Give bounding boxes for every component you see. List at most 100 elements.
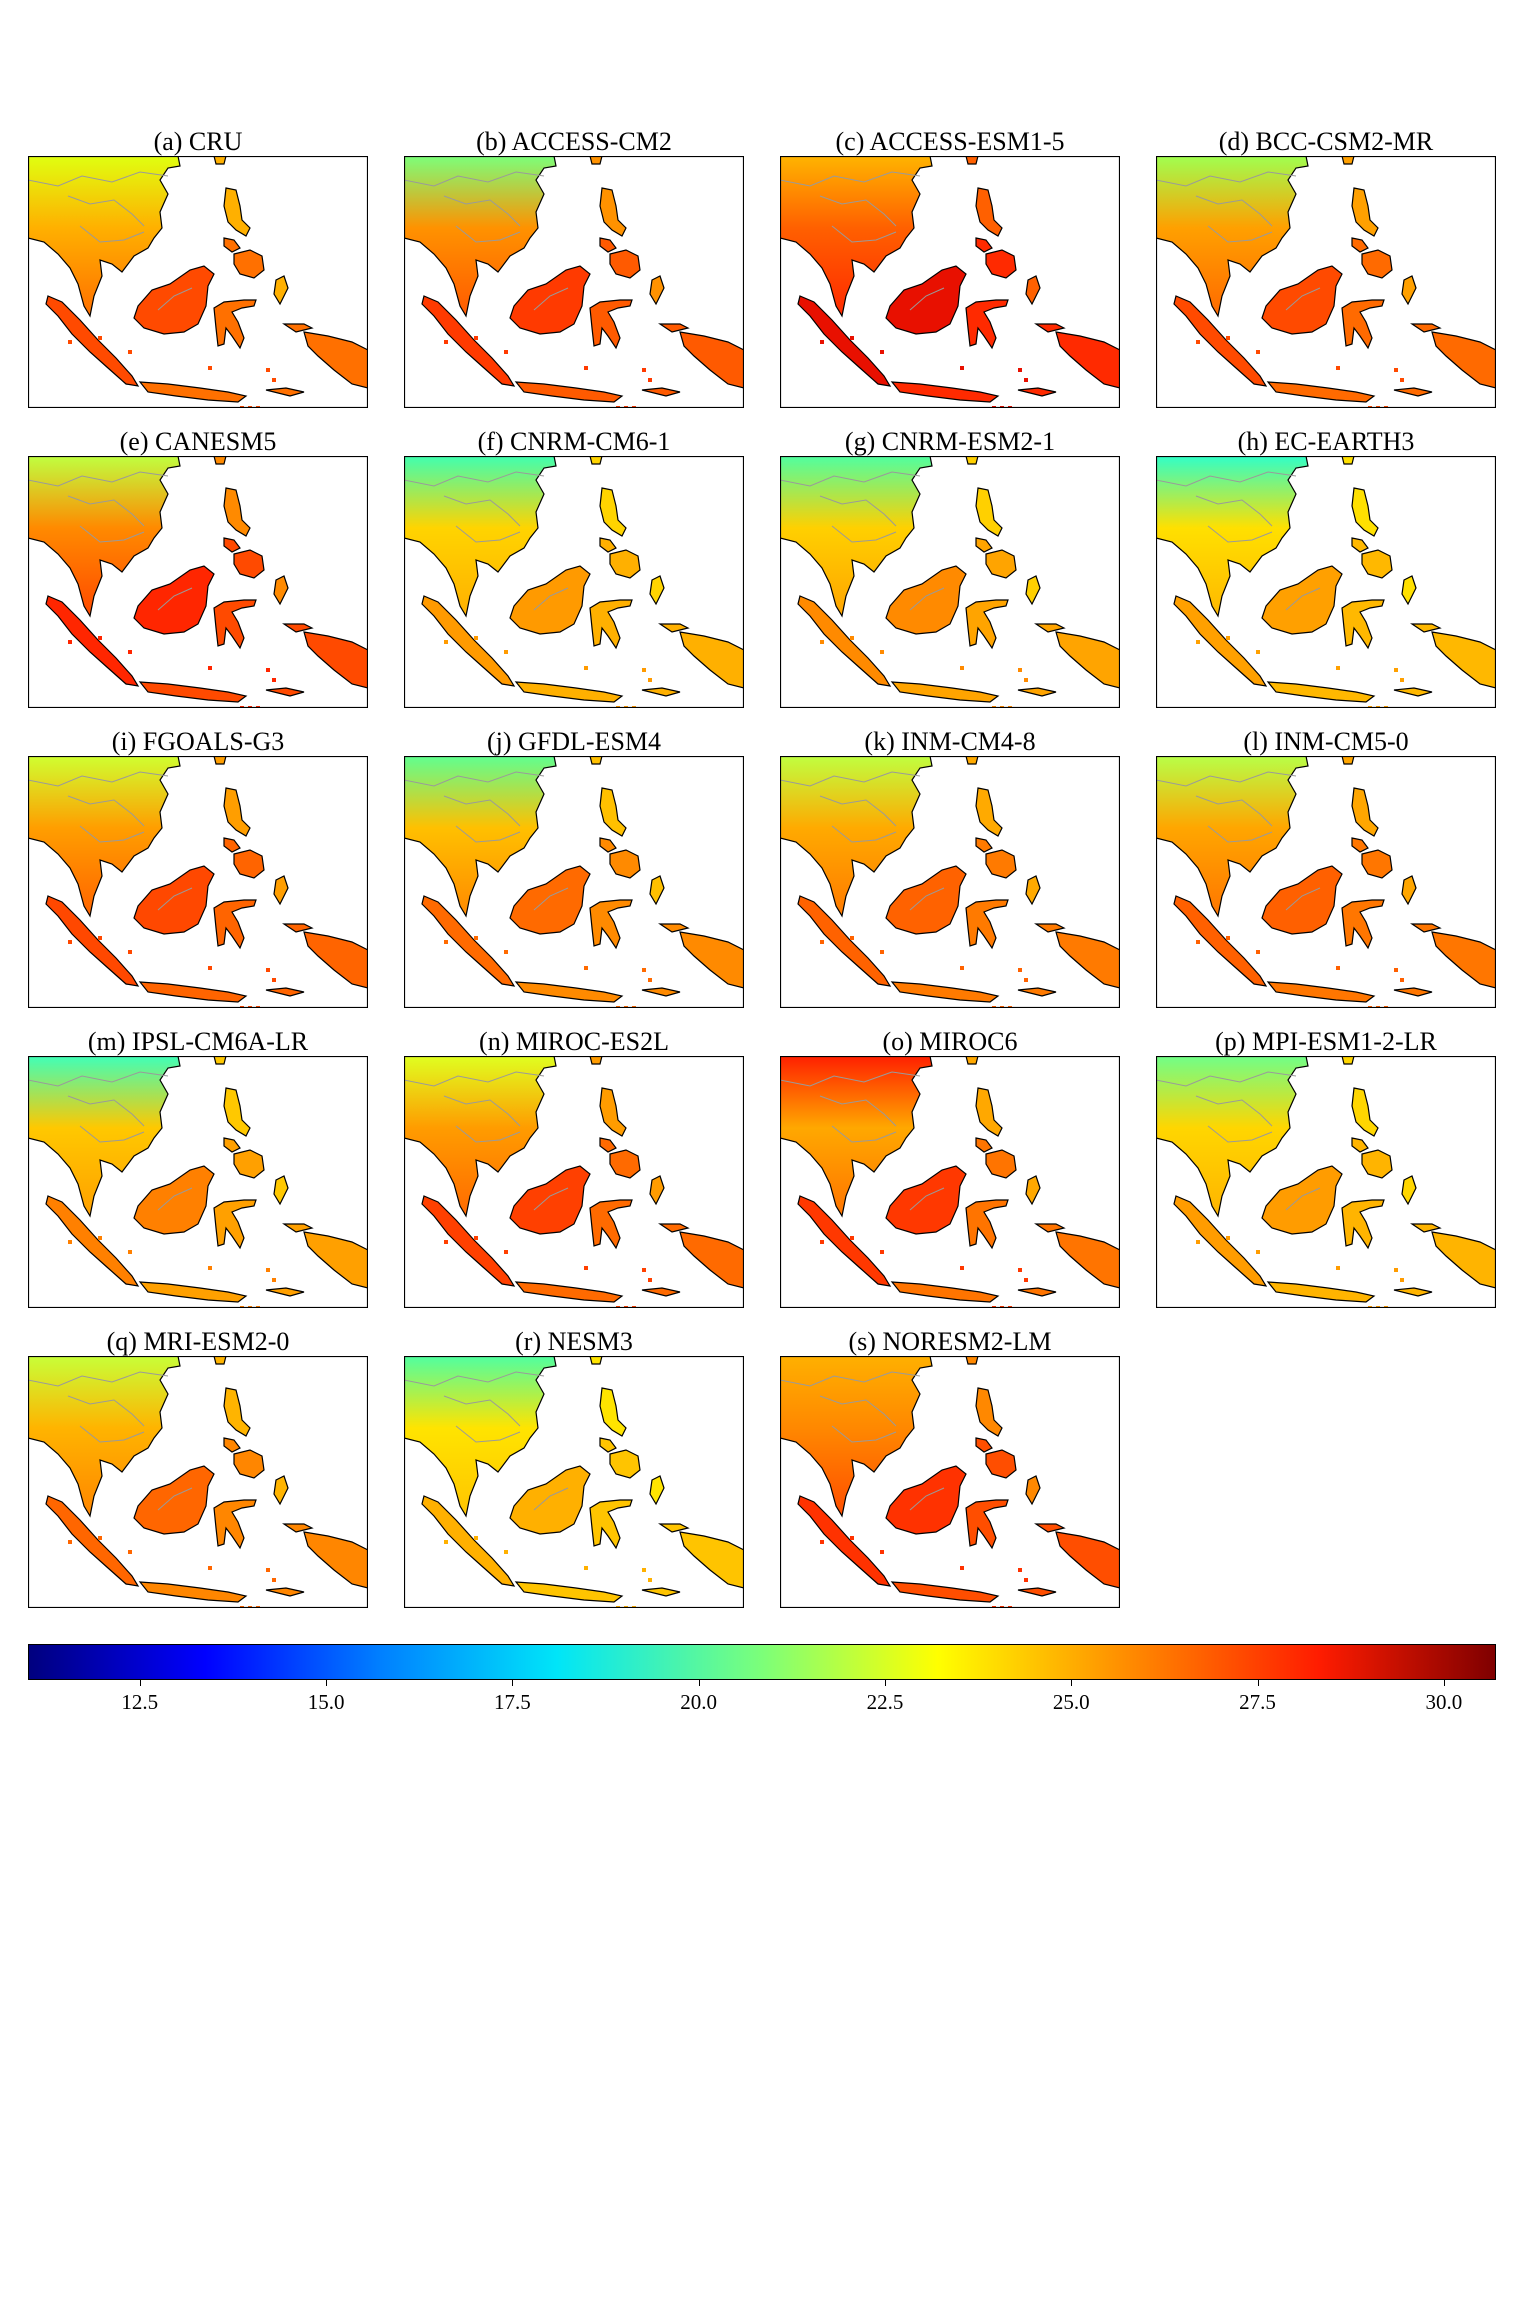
land-hainan [1341, 156, 1355, 165]
island-cell [1196, 340, 1200, 344]
land-seram [658, 923, 690, 933]
land-borneo [885, 1165, 967, 1235]
land-newguinea [303, 1531, 368, 1589]
land-seram [1410, 323, 1442, 333]
land-sulawesi [965, 1499, 1009, 1550]
panel-title: (f) CNRM-CM6-1 [477, 427, 671, 456]
land-hainan [589, 456, 603, 465]
country-border [819, 1395, 897, 1427]
land-sumatra [421, 895, 516, 987]
country-border [1195, 1095, 1273, 1127]
land-hainan [965, 1356, 979, 1365]
island-cell [648, 1578, 652, 1582]
country-border [443, 795, 521, 827]
land-hainan [965, 156, 979, 165]
country-border [780, 1371, 921, 1387]
map-panel: (a) CRU [28, 128, 368, 408]
island-cell [824, 1528, 828, 1532]
island-cell [266, 368, 270, 372]
map-panel: (i) FGOALS-G3 [28, 728, 368, 1008]
country-border [1156, 1071, 1297, 1087]
land-halmahera [649, 875, 665, 906]
land-mindanao [233, 1449, 265, 1479]
island-cell [442, 1214, 446, 1218]
land-mainland [780, 156, 933, 318]
island-cell [1226, 636, 1230, 640]
land-borneo [509, 265, 591, 335]
island-cell [820, 1540, 824, 1544]
island-cell [128, 350, 132, 354]
country-border [831, 825, 897, 843]
map-panel: (j) GFDL-ESM4 [404, 728, 744, 1008]
map-panel: (c) ACCESS-ESM1-5 [780, 128, 1120, 408]
land-newguinea [1431, 631, 1496, 689]
land-java [890, 381, 1000, 403]
map-frame [780, 1056, 1120, 1308]
land-halmahera [1025, 875, 1041, 906]
colorbar-tick-label: 22.5 [866, 1690, 904, 1714]
map-area [1156, 1056, 1496, 1308]
land-hainan [213, 156, 227, 165]
land-newguinea [679, 931, 744, 989]
land-sulawesi [1341, 299, 1385, 350]
map-frame [404, 156, 744, 408]
island-cell [1200, 628, 1204, 632]
land-visayas [975, 537, 993, 553]
island-cell [1194, 314, 1198, 318]
land-newguinea [303, 931, 368, 989]
land-borneo [133, 265, 215, 335]
land-timor [641, 987, 681, 997]
island-cell [820, 940, 824, 944]
country-border [455, 825, 521, 843]
country-border [1207, 525, 1273, 543]
land-seram [1034, 923, 1066, 933]
country-border [909, 1487, 945, 1511]
land-visayas [975, 837, 993, 853]
land-mainland [404, 756, 557, 918]
colorbar-tick-label: 15.0 [307, 1690, 345, 1714]
country-border [79, 1425, 145, 1443]
land-sulawesi [589, 599, 633, 650]
map-panel: (f) CNRM-CM6-1 [404, 428, 744, 708]
land-java [1266, 681, 1376, 703]
island-cell [444, 1540, 448, 1544]
panel-title: (g) CNRM-ESM2-1 [844, 427, 1056, 456]
island-cell [68, 340, 72, 344]
island-cell [584, 666, 588, 670]
map-frame [28, 456, 368, 708]
land-borneo [133, 1465, 215, 1535]
island-cell [850, 636, 854, 640]
island-cell [1018, 968, 1022, 972]
land-borneo [885, 865, 967, 935]
land-sulawesi [213, 299, 257, 350]
land-luzon [975, 787, 1003, 837]
land-java [1266, 981, 1376, 1003]
map-panel: (r) NESM3 [404, 1328, 744, 1608]
land-sulawesi [965, 1199, 1009, 1250]
land-seram [658, 1223, 690, 1233]
land-halmahera [1401, 875, 1417, 906]
island-cell [1226, 1236, 1230, 1240]
land-sumatra [797, 1495, 892, 1587]
country-border [157, 1187, 193, 1211]
island-cell [1394, 968, 1398, 972]
island-cell [1200, 328, 1204, 332]
land-halmahera [273, 575, 289, 606]
land-borneo [509, 1165, 591, 1235]
land-mainland [404, 156, 557, 318]
colorbar-tick [1257, 1680, 1259, 1686]
island-cell [1400, 378, 1404, 382]
map-area [404, 1356, 744, 1608]
land-visayas [599, 537, 617, 553]
island-cell [880, 350, 884, 354]
country-border [1285, 887, 1321, 911]
country-border [909, 587, 945, 611]
land-timor [1017, 987, 1057, 997]
island-cell [880, 1550, 884, 1554]
island-cell [98, 1536, 102, 1540]
land-mainland [1156, 1056, 1309, 1218]
colorbar-tick-label: 20.0 [680, 1690, 718, 1714]
island-cell [880, 950, 884, 954]
country-border [28, 1371, 169, 1387]
land-seram [1410, 1223, 1442, 1233]
